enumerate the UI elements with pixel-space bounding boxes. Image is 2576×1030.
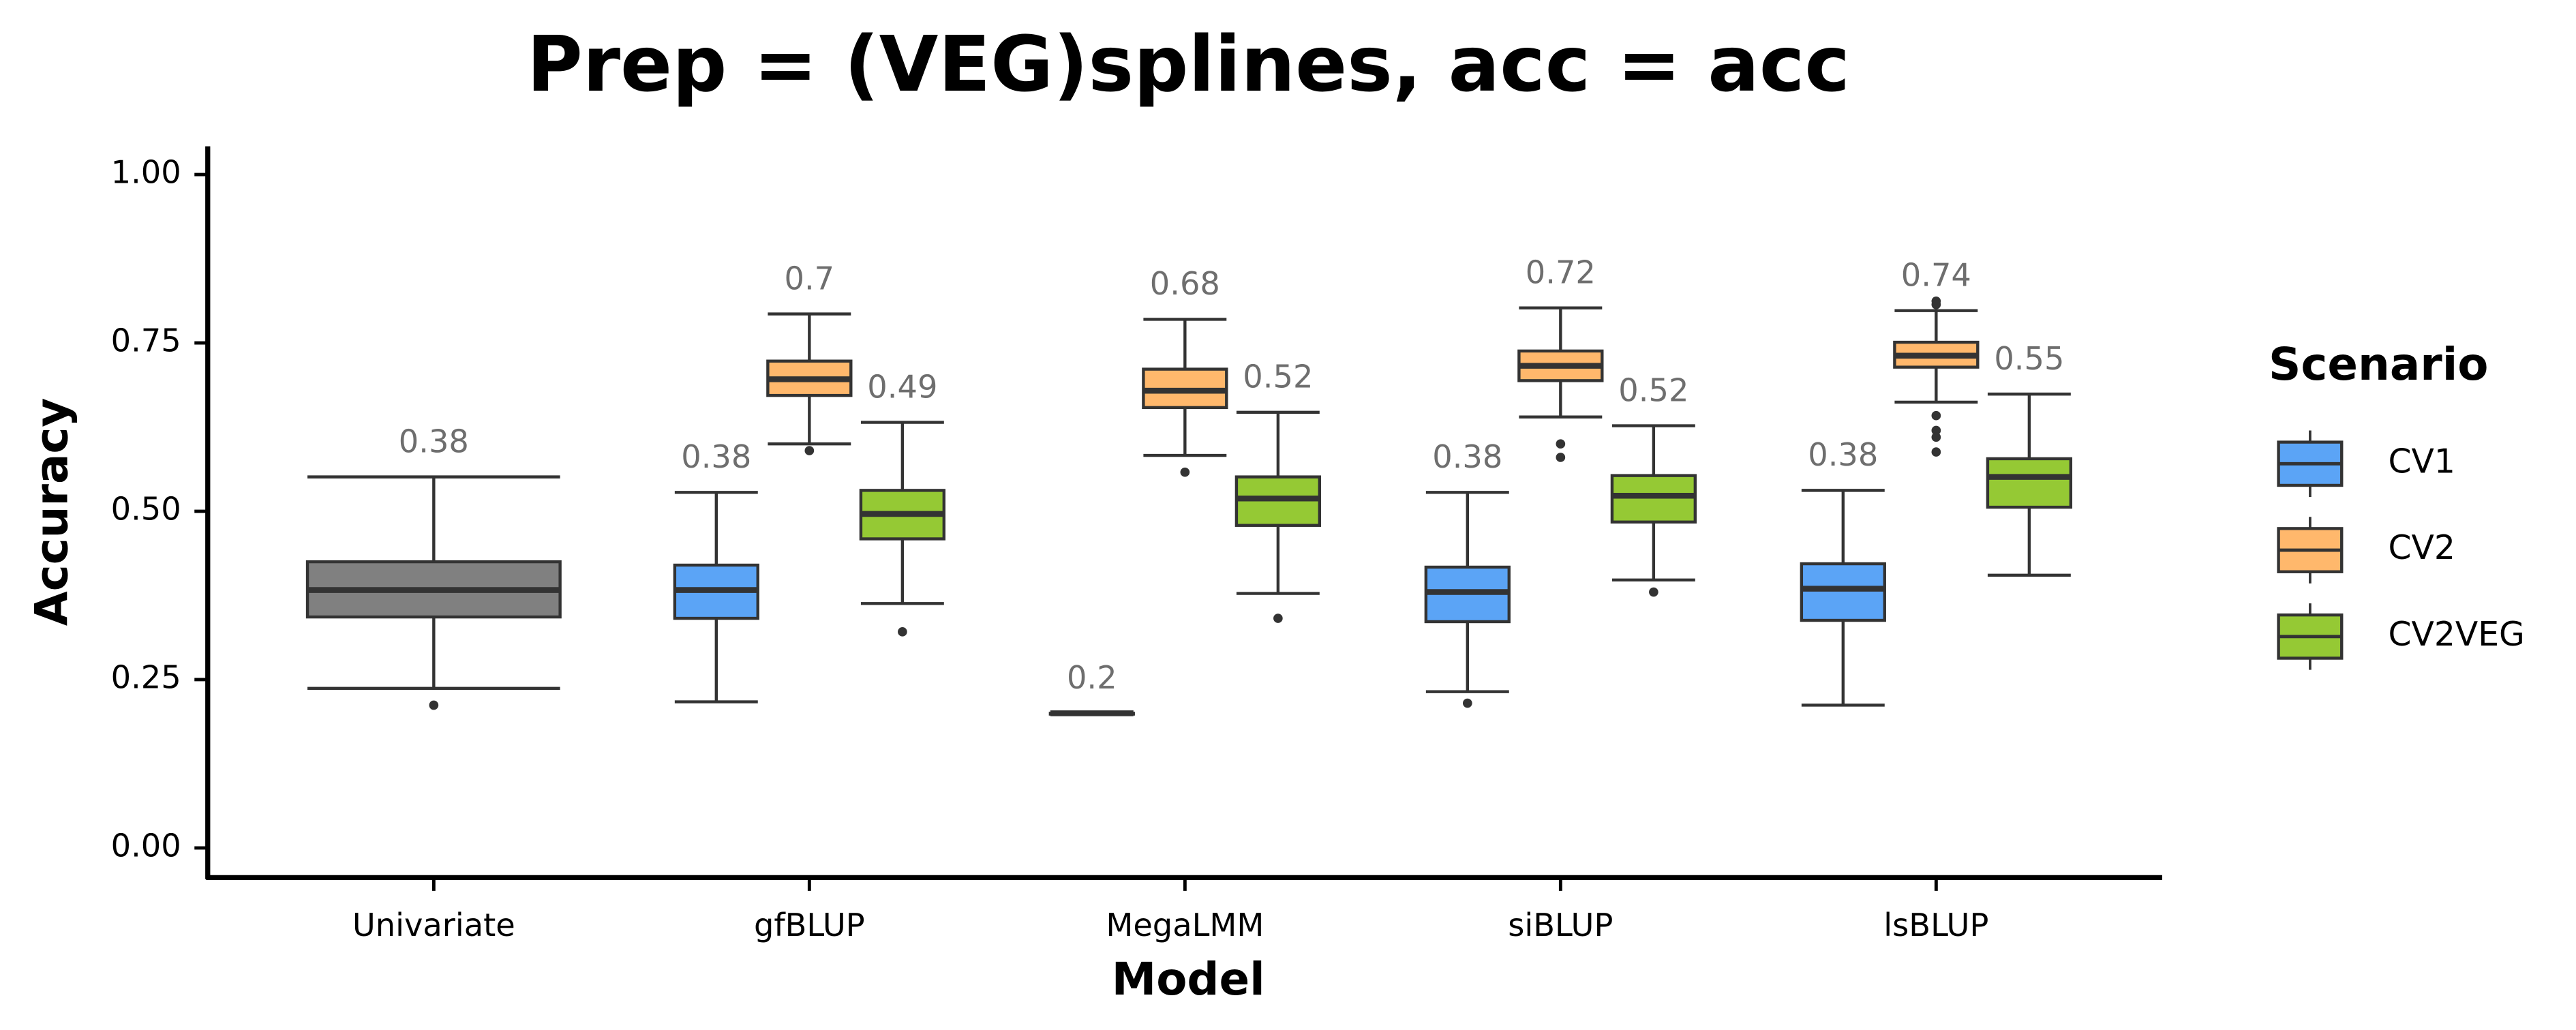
outlier <box>1931 299 1941 309</box>
mean-label: 0.38 <box>1432 438 1502 475</box>
y-tick-label: 0.50 <box>111 491 181 528</box>
outlier <box>804 446 815 455</box>
mean-label: 0.55 <box>1994 340 2064 377</box>
x-tick-label: MegaLMM <box>1106 907 1264 943</box>
mean-label: 0.52 <box>1243 359 1313 395</box>
outlier <box>1556 439 1566 449</box>
outlier <box>1931 432 1941 442</box>
outlier <box>1931 447 1941 457</box>
mean-label: 0.7 <box>785 260 835 297</box>
mean-label: 0.38 <box>681 438 751 475</box>
mean-label: 0.52 <box>1618 372 1688 408</box>
mean-label: 0.68 <box>1150 265 1220 302</box>
outlier <box>1931 410 1941 421</box>
x-axis-title: Model <box>1112 953 1265 1005</box>
y-tick-label: 0.25 <box>111 658 181 695</box>
legend-label: CV2 <box>2388 529 2455 567</box>
box <box>1800 562 1886 622</box>
outlier <box>1180 467 1190 477</box>
x-tick-label: siBLUP <box>1508 907 1613 943</box>
mean-label: 0.72 <box>1526 254 1596 290</box>
y-tick-label: 0.00 <box>111 827 181 864</box>
x-tick-label: gfBLUP <box>754 907 865 943</box>
outlier <box>429 700 439 710</box>
mean-label: 0.38 <box>399 423 469 459</box>
outlier <box>1931 425 1941 436</box>
mean-label: 0.38 <box>1808 436 1878 473</box>
chart-title: Prep = (VEG)splines, acc = acc <box>527 20 1850 109</box>
outlier <box>1462 698 1472 708</box>
outlier <box>1556 453 1566 462</box>
x-tick-label: lsBLUP <box>1883 907 1988 943</box>
y-axis-title: Accuracy <box>26 398 78 626</box>
mean-label: 0.74 <box>1901 256 1971 293</box>
legend-label: CV1 <box>2388 442 2455 481</box>
y-tick-label: 0.75 <box>111 322 181 359</box>
mean-label: 0.2 <box>1067 659 1117 696</box>
outlier <box>1273 614 1283 623</box>
legend-title: Scenario <box>2269 338 2489 391</box>
x-tick-label: Univariate <box>352 907 515 943</box>
box <box>1610 474 1697 524</box>
mean-label: 0.49 <box>867 368 937 405</box>
outlier <box>1649 587 1658 597</box>
outlier <box>898 626 907 637</box>
legend-label: CV2VEG <box>2388 616 2524 654</box>
box <box>1986 457 2073 509</box>
y-tick-label: 1.00 <box>111 154 181 191</box>
